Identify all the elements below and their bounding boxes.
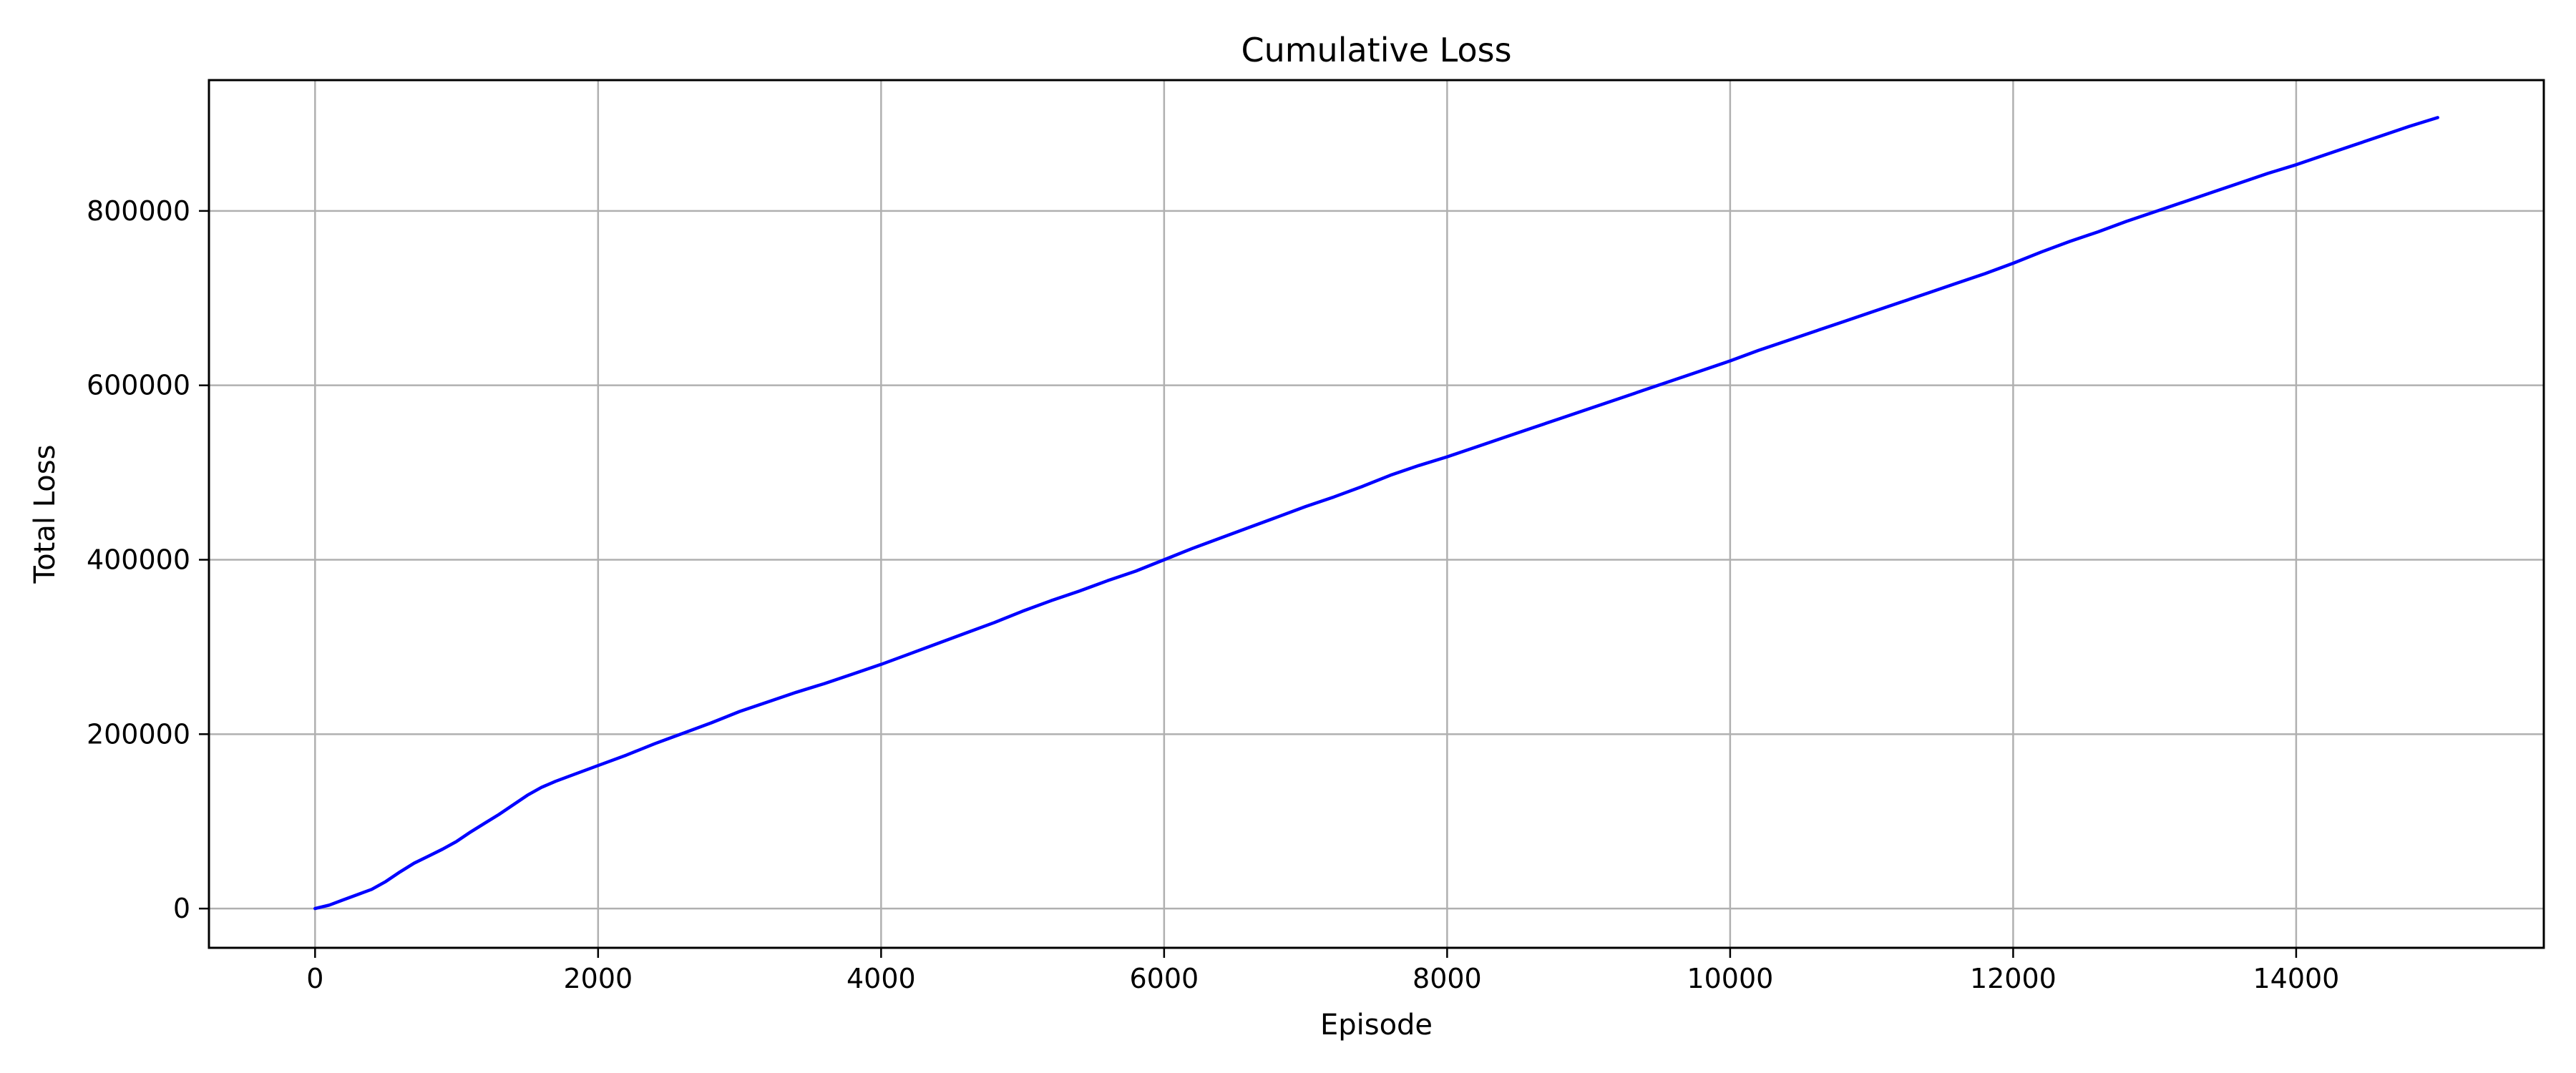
y-tick-label: 600000 [87, 370, 190, 401]
y-tick-label: 800000 [87, 195, 190, 227]
x-axis-label: Episode [1320, 1009, 1433, 1042]
y-axis-label: Total Loss [29, 445, 62, 584]
x-tick-label: 6000 [1130, 963, 1199, 994]
plot-frame [208, 79, 2545, 949]
x-tick-label: 2000 [563, 963, 633, 994]
y-axis-ticks: 0 200000 400000 600000 800000 [87, 195, 209, 924]
x-axis-ticks: 0 2000 4000 6000 8000 10000 12000 14000 [306, 948, 2339, 994]
x-tick-label: 8000 [1413, 963, 1482, 994]
y-tick-label: 0 [173, 893, 190, 924]
x-tick-label: 0 [306, 963, 323, 994]
x-tick-label: 12000 [1970, 963, 2057, 994]
y-tick-label: 200000 [87, 718, 190, 750]
chart-title: Cumulative Loss [1241, 31, 1511, 69]
x-tick-label: 4000 [847, 963, 916, 994]
x-tick-label: 10000 [1687, 963, 1773, 994]
cumulative-loss-line [313, 116, 2439, 911]
y-tick-label: 400000 [87, 544, 190, 576]
x-tick-label: 14000 [2253, 963, 2339, 994]
